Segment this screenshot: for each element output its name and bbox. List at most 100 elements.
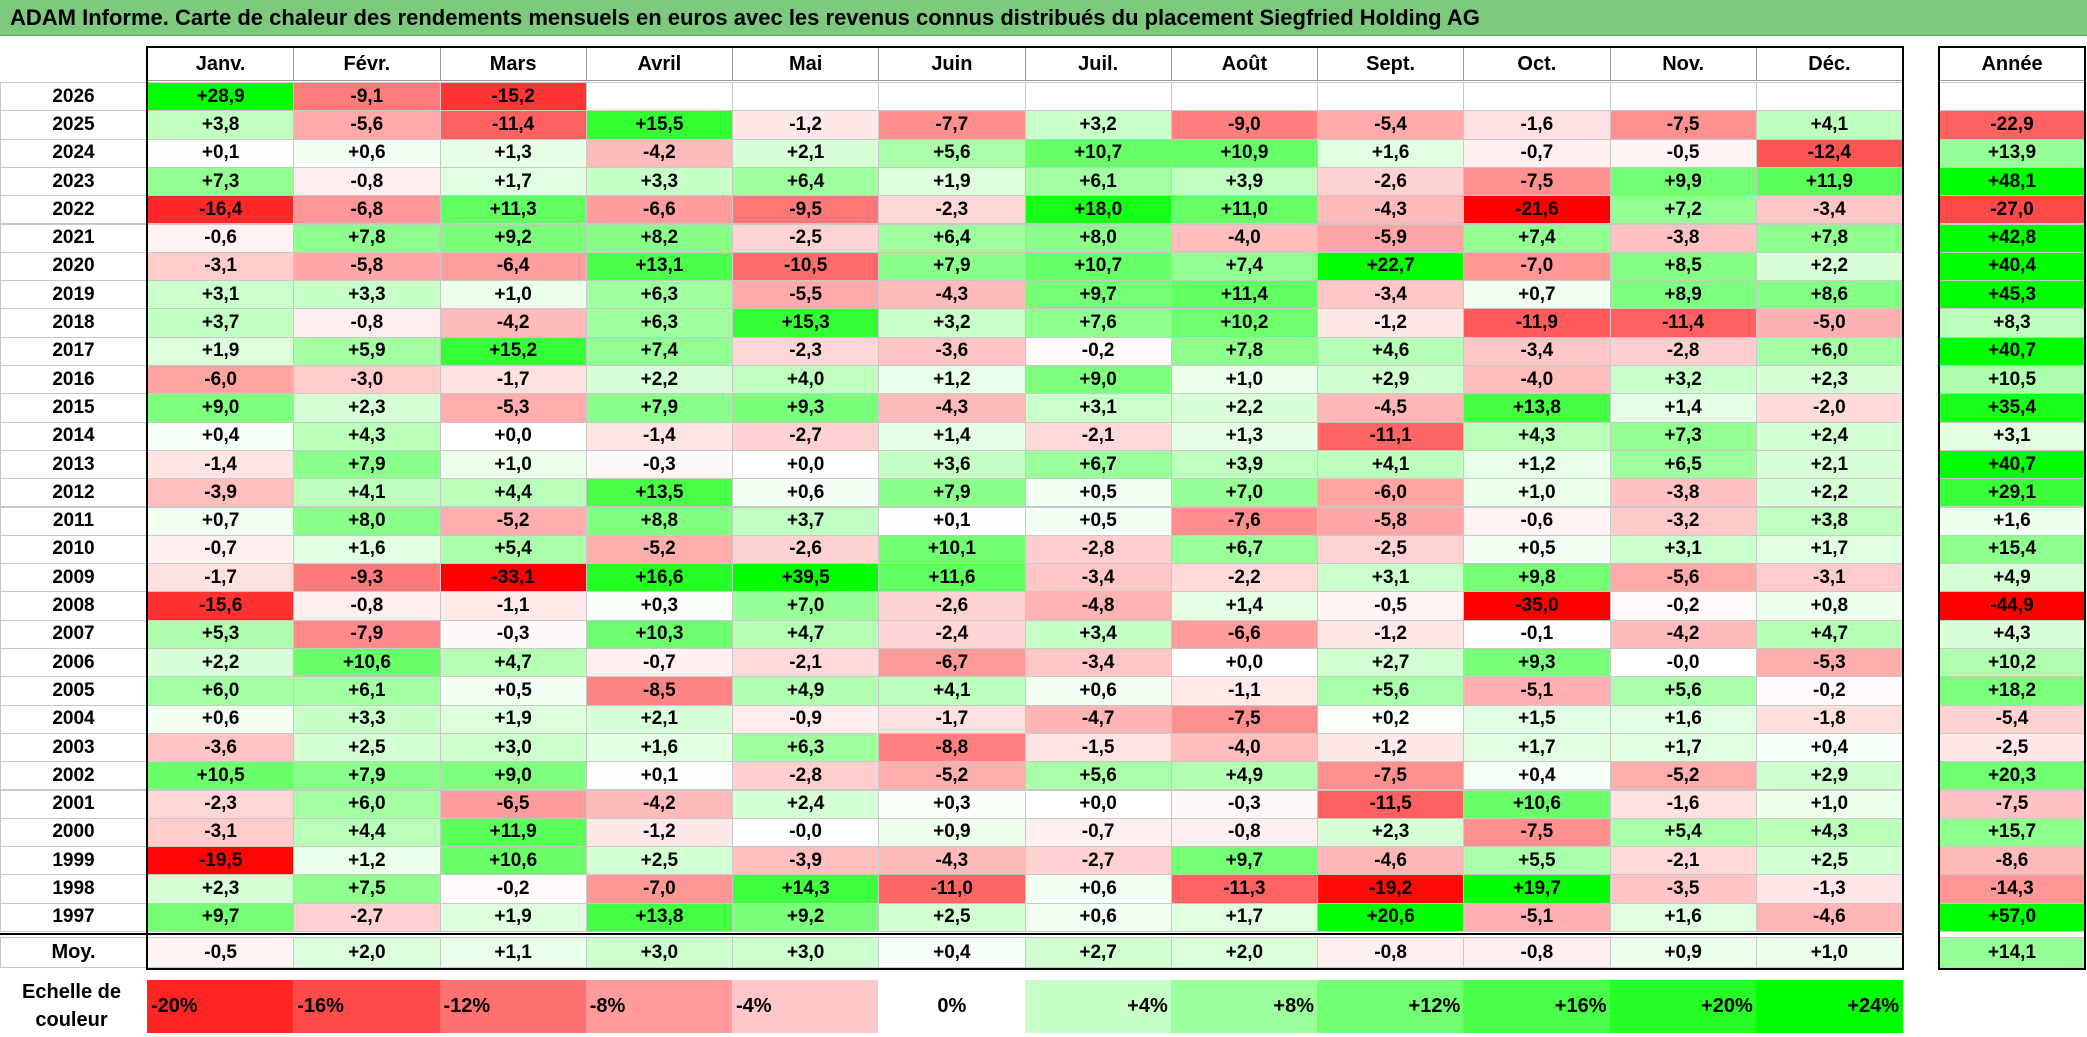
heatmap-cell: +6,1 [1024,166,1172,197]
heatmap-cell: -9,3 [293,563,441,593]
heatmap-cell: -2,6 [878,591,1026,621]
heatmap-cell: +6,7 [1024,449,1172,480]
annual-cell: +13,9 [1939,138,2085,168]
heatmap-cell: -3,8 [1609,478,1757,508]
heatmap-cell: -0,2 [439,874,587,904]
heatmap-cell: -3,6 [878,336,1026,366]
heatmap-cell: -2,4 [878,619,1026,649]
heatmap-cell: +10,6 [1463,789,1611,819]
heatmap-cell: +6,4 [732,166,880,197]
average-separator [0,933,1904,935]
month-header: Mars [439,47,587,81]
heatmap-cell: +4,1 [878,676,1026,706]
heatmap-cell: +6,3 [732,732,880,763]
heatmap-cell: -15,6 [147,591,295,621]
heatmap-cell: +15,2 [439,336,587,366]
heatmap-cell: +6,5 [1609,449,1757,480]
heatmap-cell: -2,5 [1317,534,1465,565]
heatmap-cell: -7,5 [1609,110,1757,140]
heatmap-cell: +14,3 [732,874,880,904]
heatmap-cell: -7,5 [1170,704,1318,734]
year-label: 2016 [0,365,147,395]
heatmap-cell: +0,6 [1024,874,1172,904]
heatmap-cell: +3,3 [293,280,441,310]
heatmap-cell: +5,6 [1024,761,1172,791]
heatmap-cell: +3,6 [878,449,1026,480]
average-cell: +0,4 [878,937,1026,968]
heatmap-cell: +11,3 [439,195,587,225]
heatmap-cell: -3,4 [1755,195,1903,225]
color-scale-swatch: +12% [1317,980,1465,1033]
heatmap-cell: +1,0 [439,280,587,310]
annual-cell: -5,4 [1939,704,2085,734]
heatmap-cell: +9,0 [439,761,587,791]
heatmap-cell: -5,8 [1317,506,1465,536]
heatmap-cell: -5,0 [1755,308,1903,338]
average-cell: -0,8 [1317,937,1465,968]
heatmap-cell: +13,1 [585,251,733,282]
heatmap-cell: +4,1 [1755,110,1903,140]
heatmap-cell: -4,8 [1024,591,1172,621]
heatmap-cell: -4,2 [585,789,733,819]
heatmap-cell: -4,3 [878,393,1026,423]
heatmap-cell: -1,4 [147,449,295,480]
heatmap-cell: +0,5 [1024,506,1172,536]
heatmap-cell: +0,2 [1317,704,1465,734]
heatmap-cell: +15,5 [585,110,733,140]
heatmap-cell: -5,2 [878,761,1026,791]
annual-cell: +3,1 [1939,421,2085,451]
heatmap-cell: -5,8 [293,251,441,282]
heatmap-cell: +0,0 [439,421,587,451]
color-scale-swatch: +24% [1755,980,1903,1033]
heatmap-cell: -5,2 [1609,761,1757,791]
heatmap-cell: +0,4 [1755,732,1903,763]
heatmap-cell: +1,7 [439,166,587,197]
heatmap-cell: +2,5 [1755,846,1903,876]
heatmap-cell: +2,1 [585,704,733,734]
heatmap-cell: +4,9 [1170,761,1318,791]
heatmap-cell: +7,0 [732,591,880,621]
heatmap-cell: -9,1 [293,82,441,112]
heatmap-cell: +2,9 [1317,365,1465,395]
year-label: 2010 [0,534,147,565]
heatmap-cell: -7,7 [878,110,1026,140]
heatmap-cell: -3,4 [1317,280,1465,310]
heatmap-cell: -6,5 [439,789,587,819]
heatmap-cell: -2,8 [732,761,880,791]
heatmap-cell: +0,4 [147,421,295,451]
heatmap-cell: +2,2 [585,365,733,395]
annual-cell: +4,3 [1939,619,2085,649]
heatmap-cell: +13,8 [585,902,733,932]
heatmap-cell: +4,7 [439,648,587,678]
heatmap-cell: +7,0 [1170,478,1318,508]
heatmap-cell: -2,6 [732,534,880,565]
heatmap-cell: +2,9 [1755,761,1903,791]
heatmap-cell: -0,3 [1170,789,1318,819]
heatmap-cell: +0,6 [1024,902,1172,932]
heatmap-cell: +2,4 [732,789,880,819]
heatmap-cell: -0,3 [585,449,733,480]
heatmap-cell: +2,7 [1317,648,1465,678]
heatmap-cell: +4,3 [1463,421,1611,451]
heatmap-cell: -0,0 [1609,648,1757,678]
heatmap-cell: +1,0 [1463,478,1611,508]
heatmap-cell: +3,8 [147,110,295,140]
average-annual-cell: +14,1 [1939,937,2085,968]
year-label: 2025 [0,110,147,140]
year-label: 2012 [0,478,147,508]
heatmap-cell: +6,3 [585,280,733,310]
color-scale-swatch: -4% [732,980,880,1033]
heatmap-cell: +6,3 [585,308,733,338]
heatmap-cell: +0,7 [1463,280,1611,310]
heatmap-cell: +1,6 [1317,138,1465,168]
heatmap-cell: +6,0 [147,676,295,706]
annual-cell: +20,3 [1939,761,2085,791]
heatmap-cell [1024,82,1172,112]
heatmap-cell: -0,8 [293,308,441,338]
annual-cell: +8,3 [1939,308,2085,338]
heatmap-cell: -6,8 [293,195,441,225]
heatmap-cell: -0,2 [1755,676,1903,706]
heatmap-cell: +1,6 [293,534,441,565]
heatmap-cell: +2,4 [1755,421,1903,451]
annual-cell: +18,2 [1939,676,2085,706]
